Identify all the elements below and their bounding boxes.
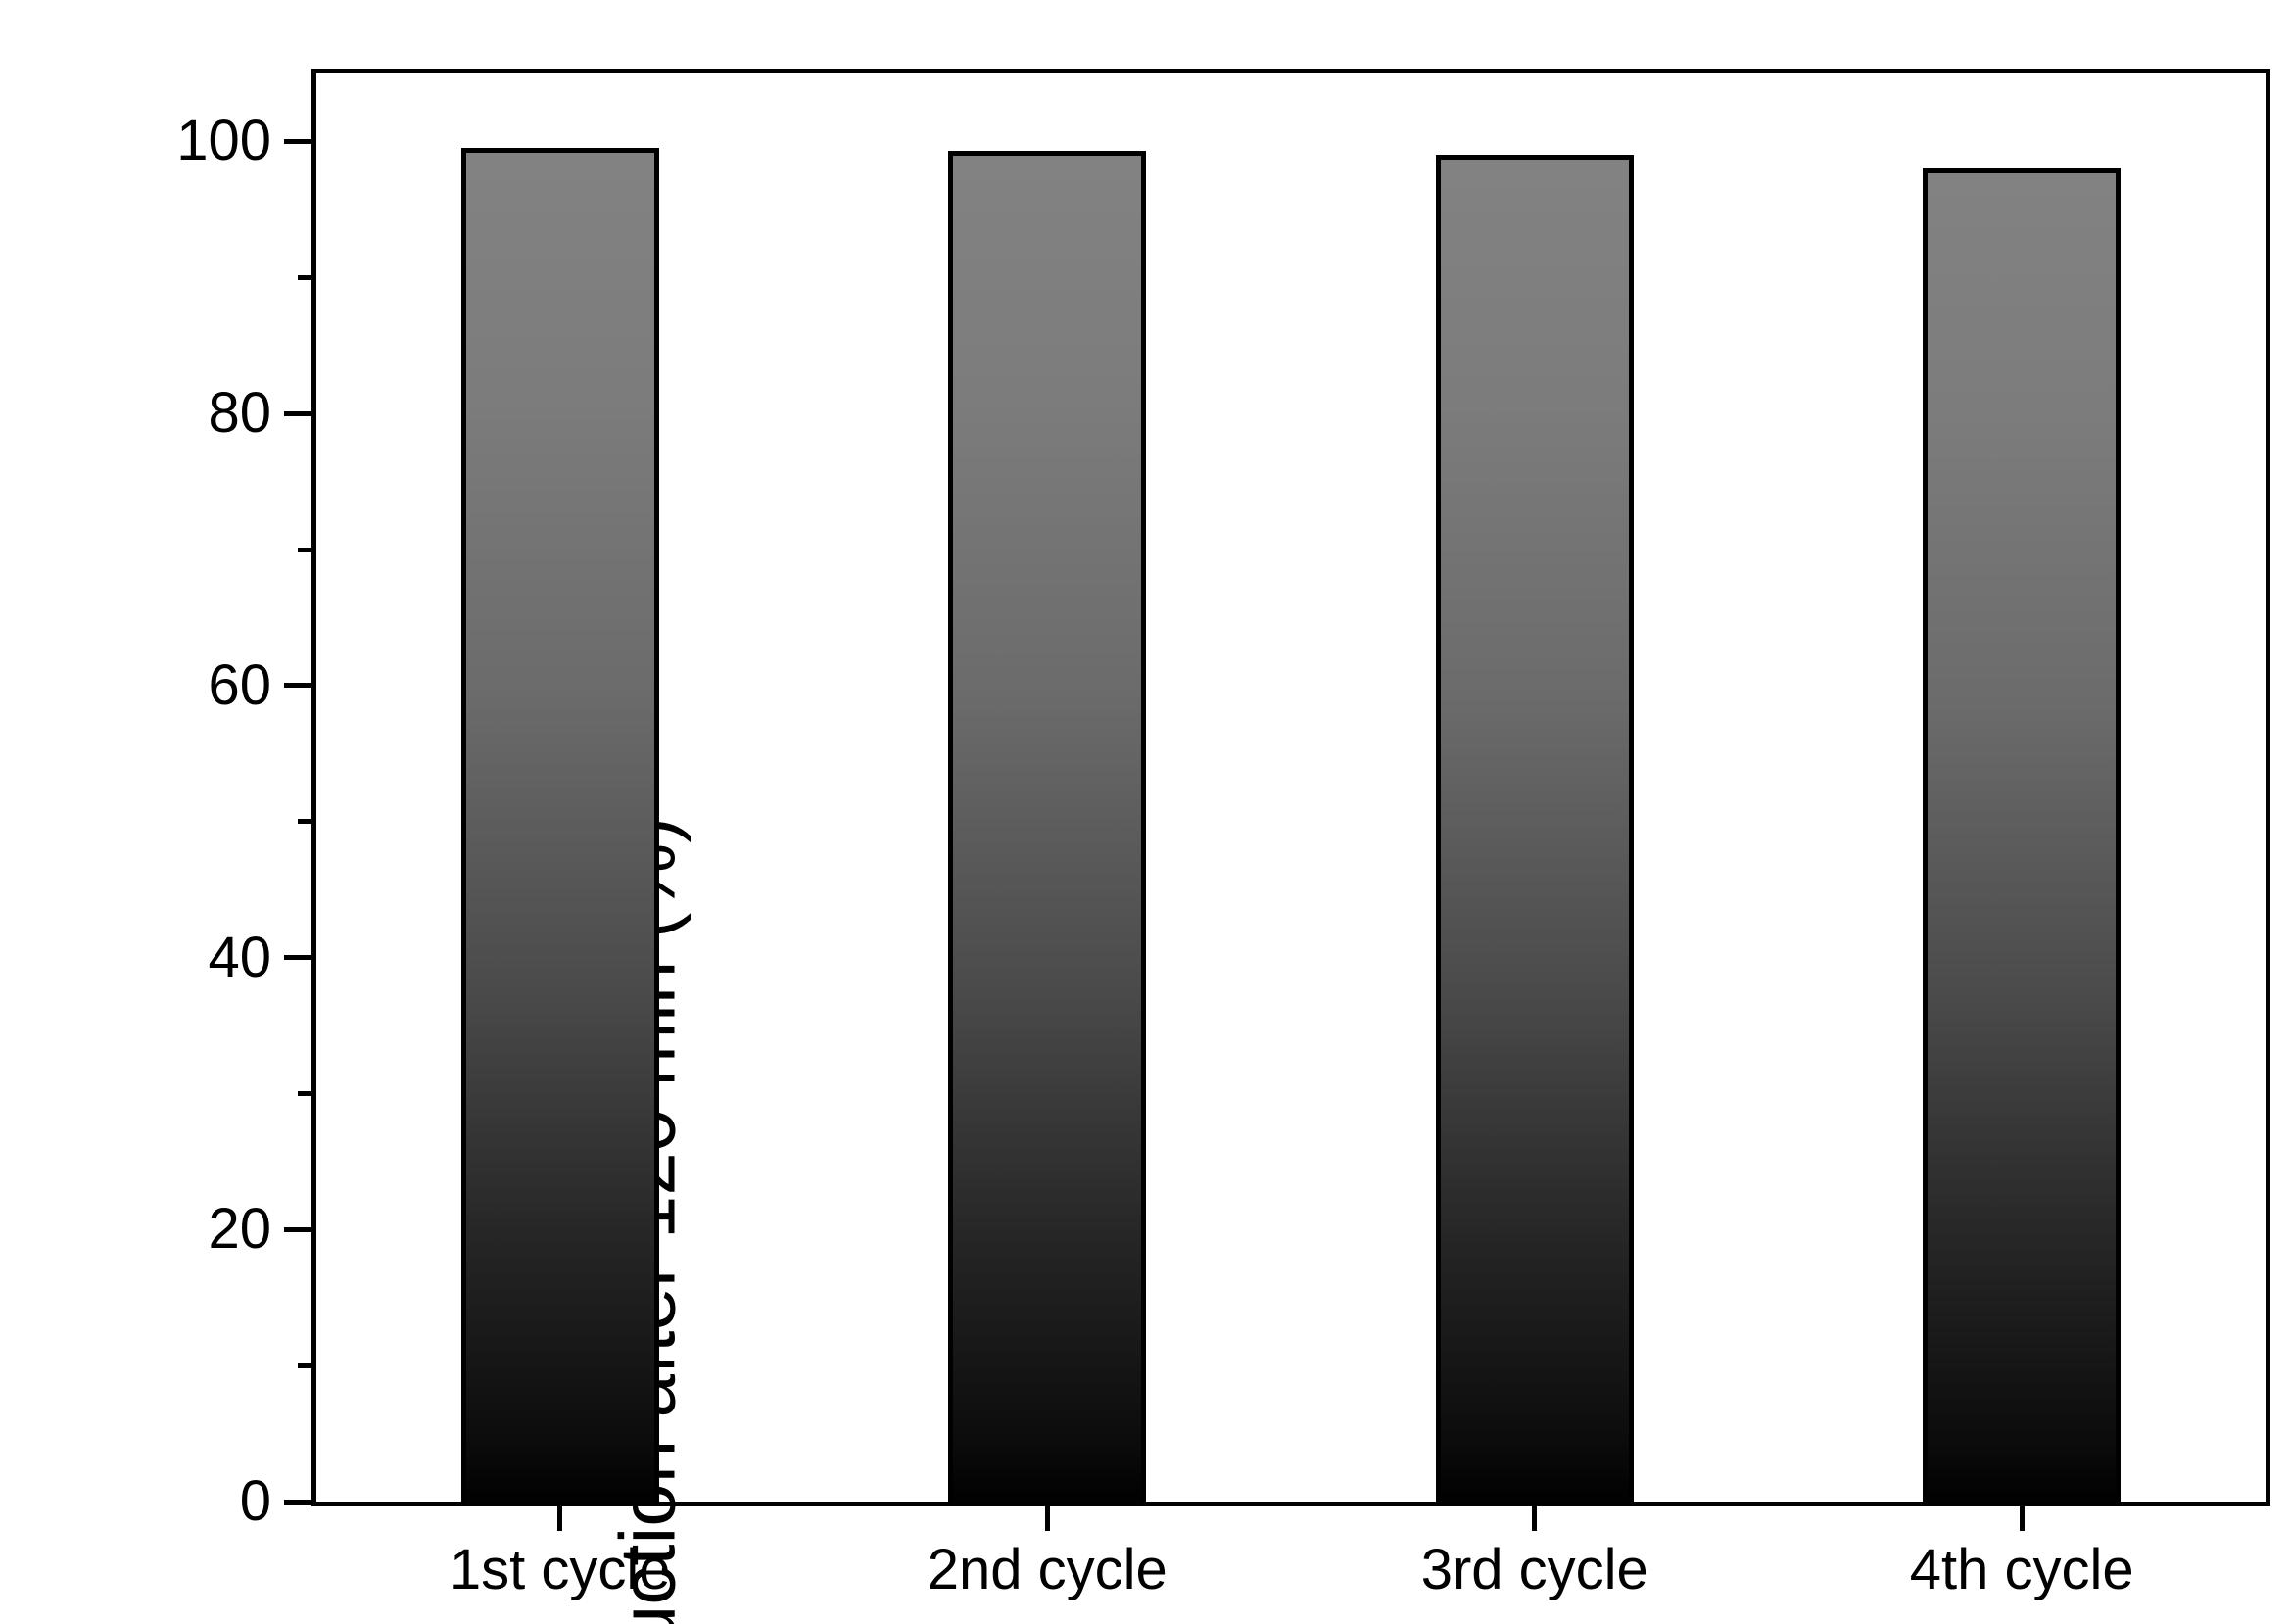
x-axis-category-label: 1st cycle [449, 1538, 671, 1601]
y-axis-tick-label: 80 [208, 381, 271, 446]
y-axis-minor-tick [298, 1362, 312, 1368]
x-axis-tick [1532, 1506, 1538, 1531]
x-axis-tick [1044, 1506, 1050, 1531]
bar-4 [1923, 168, 2122, 1506]
y-axis-major-tick [284, 955, 312, 961]
y-axis-tick-label: 20 [208, 1197, 271, 1262]
y-axis-minor-tick [298, 1090, 312, 1096]
bar-3 [1435, 155, 1634, 1506]
x-axis-category-label: 2nd cycle [927, 1538, 1168, 1601]
x-axis-tick [2019, 1506, 2025, 1531]
y-axis-tick-label: 0 [239, 1469, 271, 1533]
y-axis-tick-label: 40 [208, 925, 271, 989]
y-axis-major-tick [284, 1499, 312, 1505]
y-axis-tick-label: 100 [176, 109, 271, 173]
y-axis-major-tick [284, 1226, 312, 1232]
x-axis-category-label: 4th cycle [1909, 1538, 2134, 1601]
bar-2 [948, 151, 1147, 1506]
x-axis-tick [557, 1506, 563, 1531]
y-axis-minor-tick [298, 547, 312, 552]
y-axis-tick-label: 60 [208, 652, 271, 717]
y-axis-major-tick [284, 410, 312, 416]
y-axis-minor-tick [298, 819, 312, 825]
y-axis-minor-tick [298, 274, 312, 280]
plot-frame [311, 69, 2270, 1506]
y-axis-major-tick [284, 683, 312, 689]
x-axis-category-label: 3rd cycle [1420, 1538, 1648, 1601]
bar-1 [460, 148, 659, 1506]
y-axis-major-tick [284, 138, 312, 144]
